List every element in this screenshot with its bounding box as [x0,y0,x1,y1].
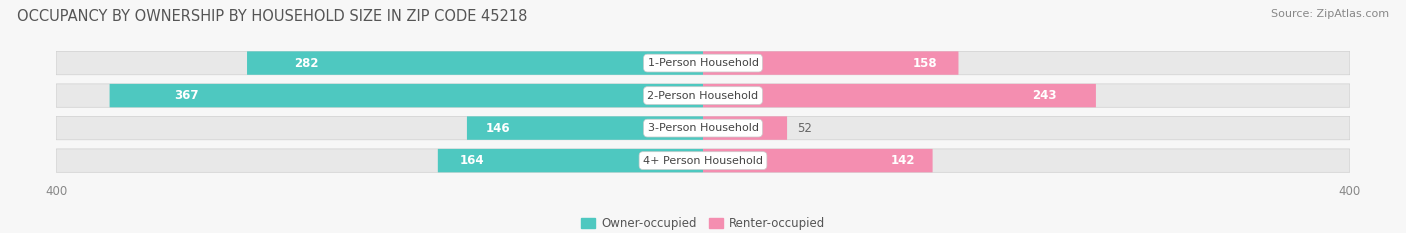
Text: 2-Person Household: 2-Person Household [647,91,759,101]
Text: 243: 243 [1032,89,1057,102]
FancyBboxPatch shape [703,149,932,172]
Legend: Owner-occupied, Renter-occupied: Owner-occupied, Renter-occupied [576,212,830,233]
Text: OCCUPANCY BY OWNERSHIP BY HOUSEHOLD SIZE IN ZIP CODE 45218: OCCUPANCY BY OWNERSHIP BY HOUSEHOLD SIZE… [17,9,527,24]
FancyBboxPatch shape [56,116,1350,140]
FancyBboxPatch shape [703,84,1095,107]
Text: 3-Person Household: 3-Person Household [648,123,758,133]
FancyBboxPatch shape [110,84,703,107]
FancyBboxPatch shape [56,51,1350,75]
Text: 1-Person Household: 1-Person Household [648,58,758,68]
FancyBboxPatch shape [703,116,787,140]
Text: 164: 164 [460,154,485,167]
Text: 52: 52 [797,122,811,135]
FancyBboxPatch shape [247,51,703,75]
FancyBboxPatch shape [467,116,703,140]
Text: 158: 158 [912,57,938,70]
FancyBboxPatch shape [56,149,1350,172]
Text: 142: 142 [890,154,915,167]
FancyBboxPatch shape [437,149,703,172]
FancyBboxPatch shape [703,51,959,75]
Text: 282: 282 [294,57,319,70]
Text: 146: 146 [485,122,510,135]
Text: Source: ZipAtlas.com: Source: ZipAtlas.com [1271,9,1389,19]
Text: 4+ Person Household: 4+ Person Household [643,156,763,166]
Text: 367: 367 [174,89,200,102]
FancyBboxPatch shape [56,84,1350,107]
